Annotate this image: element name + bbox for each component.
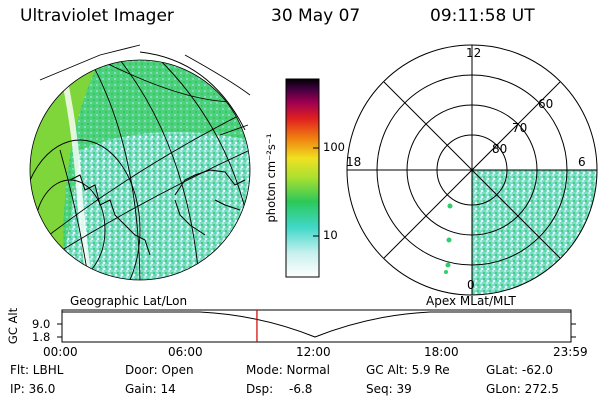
altitude-xtick-2359: 23:59 (553, 345, 588, 359)
mlat-label-80: 80 (492, 142, 508, 156)
status-mode: Mode: Normal (246, 363, 330, 377)
colorbar-tick-10: 10 (323, 228, 338, 242)
altitude-xtick-0000: 00:00 (43, 345, 78, 359)
status-door: Door: Open (125, 363, 194, 377)
status-dsp-value: -6.8 (289, 382, 313, 396)
mlt-label-18: 18 (346, 155, 362, 169)
status-glon: GLon: 272.5 (486, 382, 559, 396)
date-label: 30 May 07 (271, 6, 361, 26)
mlt-label-0: 0 (467, 278, 475, 292)
altitude-xtick-0600: 06:00 (168, 345, 203, 359)
left-globe-image (29, 44, 251, 281)
status-ip: IP: 36.0 (10, 382, 56, 396)
colorbar-unit: photon cm⁻²s⁻¹ (264, 133, 278, 223)
time-label: 09:11:58 UT (430, 6, 535, 26)
mlat-label-60: 60 (538, 97, 554, 111)
altitude-xtick-1200: 12:00 (296, 345, 331, 359)
left-map-caption: Geographic Lat/Lon (70, 294, 188, 308)
status-dsp-label: Dsp: (246, 382, 274, 396)
status-gc-alt: GC Alt: 5.9 Re (366, 363, 450, 377)
status-flt: Flt: LBHL (10, 363, 64, 377)
instrument-title: Ultraviolet Imager (20, 6, 174, 26)
altitude-ylabel: GC Alt (6, 307, 20, 345)
altitude-xtick-1800: 18:00 (424, 345, 459, 359)
mlt-label-6: 6 (578, 155, 586, 169)
status-seq: Seq: 39 (366, 382, 412, 396)
status-gain: Gain: 14 (125, 382, 176, 396)
status-glat: GLat: -62.0 (486, 363, 553, 377)
altitude-curve (62, 311, 571, 338)
mlat-label-70: 70 (512, 121, 528, 135)
altitude-ytick-1-8: 1.8 (32, 330, 51, 344)
colorbar-tick-100: 100 (323, 140, 345, 154)
right-map-caption: Apex MLat/MLT (426, 294, 516, 308)
polar-green-dots (444, 203, 453, 274)
color-bar (285, 78, 320, 278)
altitude-ytick-9: 9.0 (32, 317, 51, 331)
mlt-label-12: 12 (466, 46, 482, 60)
polar-plot (346, 44, 598, 296)
altitude-plot (57, 309, 576, 343)
